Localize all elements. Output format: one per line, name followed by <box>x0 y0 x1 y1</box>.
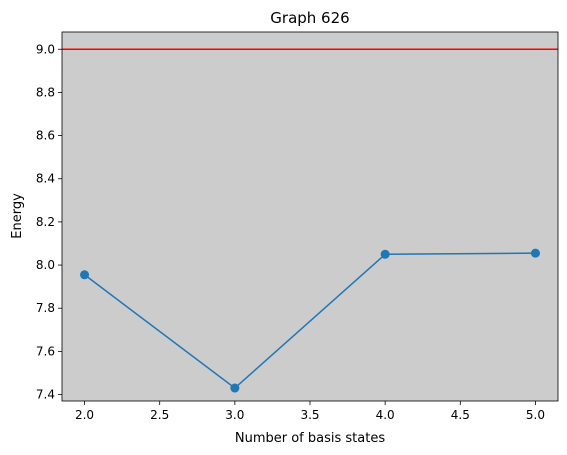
y-tick-label: 8.4 <box>36 172 55 186</box>
data-point <box>80 270 90 280</box>
x-tick-label: 4.0 <box>376 408 395 422</box>
data-point <box>230 383 240 393</box>
data-point <box>380 249 390 259</box>
x-axis-label: Number of basis states <box>235 431 385 446</box>
y-tick-label: 8.2 <box>36 215 55 229</box>
y-tick-label: 9.0 <box>36 42 55 56</box>
x-tick-label: 3.5 <box>300 408 319 422</box>
y-axis-label: Energy <box>10 193 25 239</box>
data-point <box>530 248 540 258</box>
plot-area <box>62 32 558 401</box>
y-tick-label: 7.4 <box>36 388 55 402</box>
y-tick-label: 8.6 <box>36 129 55 143</box>
series-points <box>80 248 540 393</box>
x-tick-label: 5.0 <box>526 408 545 422</box>
plot-frame <box>61 31 559 402</box>
x-tick-label: 4.5 <box>451 408 470 422</box>
y-tick-label: 7.8 <box>36 301 55 315</box>
chart-title: Graph 626 <box>270 9 349 27</box>
series-line <box>84 252 536 390</box>
y-axis-ticks: 7.4 7.6 7.8 8.0 8.2 8.4 8.6 8.8 9.0 <box>36 42 62 402</box>
y-tick-label: 8.8 <box>36 85 55 99</box>
x-tick-label: 2.0 <box>75 408 94 422</box>
x-tick-label: 3.0 <box>225 408 244 422</box>
x-axis-ticks: 2.0 2.5 3.0 3.5 4.0 4.5 5.0 <box>75 401 545 422</box>
y-tick-label: 7.6 <box>36 344 55 358</box>
y-tick-label: 8.0 <box>36 258 55 272</box>
x-tick-label: 2.5 <box>150 408 169 422</box>
